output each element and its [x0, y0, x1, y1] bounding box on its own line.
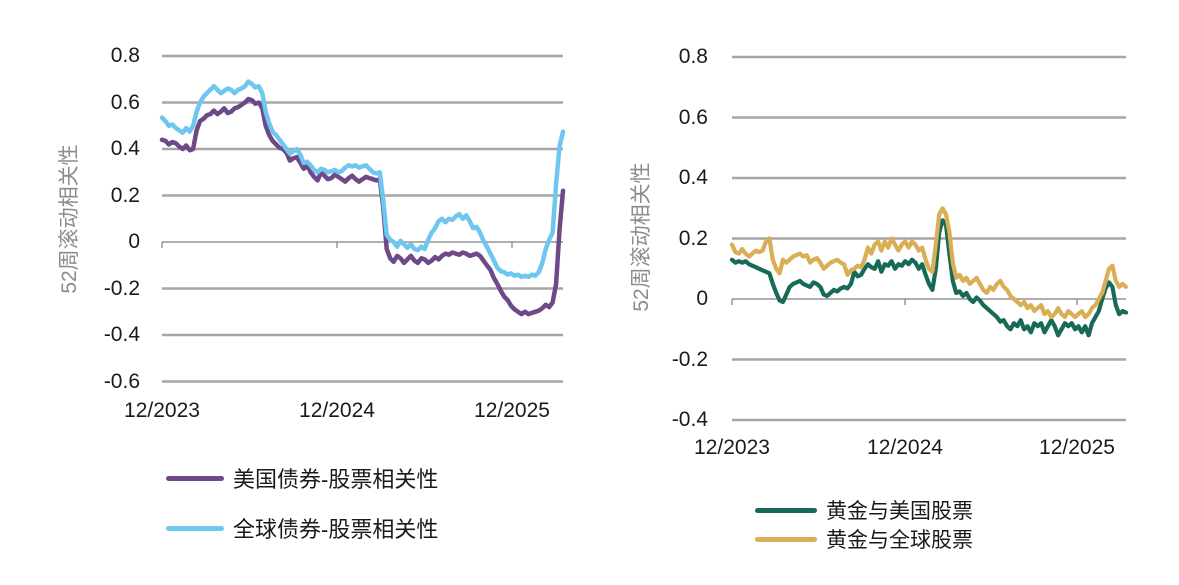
x-tick-label: 12/2025	[474, 399, 550, 422]
series-swatch-global-bond	[166, 525, 224, 531]
y-tick-label: 0.6	[678, 105, 708, 129]
series-label: 黄金与美国股票	[826, 500, 973, 523]
series-label: 黄金与全球股票	[826, 529, 973, 552]
y-tick-label: 0	[696, 287, 708, 310]
legend-item: 黄金与美国股票	[755, 495, 973, 525]
series-line-1	[159, 79, 566, 280]
y-tick-label: -0.2	[671, 347, 708, 371]
y-tick-label: 0.8	[110, 44, 140, 67]
series-swatch-us-bond	[166, 475, 224, 481]
legend-item: 美国债券-股票相关性	[166, 462, 438, 494]
x-tick-label: 12/2024	[299, 399, 375, 422]
series-swatch-gold-global	[755, 536, 817, 542]
y-tick-label: 0.8	[678, 45, 708, 68]
series-label: 美国债券-股票相关性	[233, 467, 439, 492]
x-tick-label: 12/2023	[124, 399, 200, 422]
y-tick-label: -0.2	[103, 276, 140, 300]
y-tick-label: -0.4	[671, 408, 708, 431]
x-tick-label: 12/2025	[1039, 436, 1115, 459]
series-line-0	[729, 218, 1129, 338]
legend-item: 黄金与全球股票	[755, 524, 973, 554]
x-tick-label: 12/2023	[694, 436, 770, 459]
y-tick-label: 0	[128, 230, 140, 253]
y-tick-label: 0.6	[110, 90, 140, 114]
series-line-0	[159, 96, 566, 317]
legend-item: 全球债券-股票相关性	[166, 512, 438, 544]
y-tick-label: -0.6	[103, 369, 140, 393]
series-swatch-gold-us	[755, 507, 817, 513]
series-label: 全球债券-股票相关性	[233, 517, 439, 542]
series-line-1	[729, 206, 1129, 320]
y-tick-label: 0.4	[678, 166, 708, 189]
x-tick-label: 12/2024	[867, 436, 943, 459]
y-tick-label: -0.4	[103, 323, 140, 346]
y-tick-label: 0.2	[678, 226, 708, 250]
y-tick-label: 0.4	[110, 137, 140, 160]
y-tick-label: 0.2	[110, 183, 140, 207]
